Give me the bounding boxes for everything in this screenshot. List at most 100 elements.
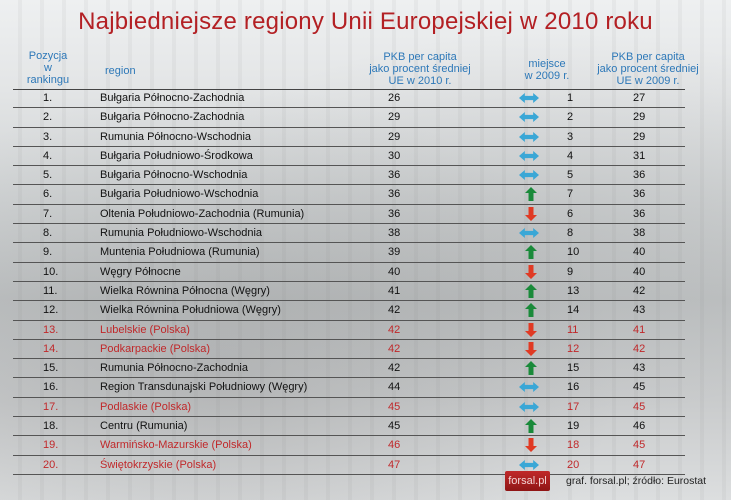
gdp-2010-cell: 41 (388, 284, 401, 297)
gdp-2009-cell: 42 (633, 342, 646, 355)
table-row: 16. Region Transdunajski Południowy (Węgr… (13, 378, 685, 398)
header-gdp-2010: PKB per capita jako procent średniej UE … (355, 51, 485, 87)
gdp-2010-cell: 46 (388, 439, 401, 452)
header-gdp-2010-line: jako procent średniej (369, 63, 471, 75)
gdp-2010-cell: 42 (388, 342, 401, 355)
arrow-down-icon (519, 438, 547, 453)
gdp-2009-cell: 27 (633, 92, 646, 104)
position-2009-cell: 4 (567, 149, 574, 162)
region-cell: Rumunia Północno-Zachodnia (100, 362, 248, 375)
gdp-2009-cell: 29 (633, 111, 646, 124)
gdp-2010-cell: 40 (388, 265, 401, 278)
arrow-left-right-icon (519, 226, 547, 240)
position-2009-cell: 5 (567, 169, 574, 182)
position-2009-cell: 8 (567, 227, 574, 240)
region-cell: Region Transdunajski Południowy (Węgry) (100, 381, 308, 394)
position-2009-cell: 17 (567, 400, 580, 413)
arrow-left-right-icon (519, 380, 547, 394)
region-cell: Węgry Północne (100, 265, 181, 278)
table-row: 3. Rumunia Północno-Wschodnia 29 3 29 (13, 128, 685, 147)
region-cell: Bułgaria Północno-Zachodnia (100, 111, 245, 124)
arrow-up-icon (519, 419, 547, 434)
gdp-2009-cell: 29 (633, 130, 646, 143)
gdp-2009-cell: 43 (633, 362, 646, 375)
gdp-2009-cell: 40 (633, 246, 646, 259)
gdp-2009-cell: 45 (633, 439, 646, 452)
arrow-down-icon (519, 206, 547, 221)
rank-cell: 13. (43, 323, 59, 336)
header-region: region (105, 65, 136, 77)
header-gdp-2010-line: UE w 2010 r. (388, 75, 452, 87)
gdp-2010-cell: 39 (388, 246, 401, 259)
region-cell: Wielka Równina Północna (Węgry) (100, 284, 270, 297)
gdp-2009-cell: 45 (633, 400, 646, 413)
gdp-2010-cell: 38 (388, 227, 401, 240)
table-row: 20. Świętokrzyskie (Polska) 47 20 47 (13, 456, 685, 475)
region-cell: Rumunia Południowo-Wschodnia (100, 227, 263, 240)
table-row: 14. Podkarpackie (Polska) 42 12 42 (13, 340, 685, 360)
arrow-left-right-icon (519, 91, 547, 105)
region-cell: Wielka Równina Południowa (Węgry) (100, 304, 281, 317)
position-2009-cell: 2 (567, 111, 574, 124)
region-cell: Centru (Rumunia) (100, 420, 188, 433)
header-rank-line: w (44, 62, 52, 74)
ranking-table: 1. Bułgaria Północno-Zachodnia 26 1 27 2. Bułg… (13, 89, 685, 475)
arrow-up-icon (519, 245, 547, 260)
position-2009-cell: 13 (567, 284, 580, 297)
region-cell: Podlaskie (Polska) (100, 400, 192, 413)
arrow-up-icon (519, 187, 547, 202)
gdp-2010-cell: 47 (388, 458, 401, 471)
gdp-2009-cell: 43 (633, 304, 646, 317)
gdp-2010-cell: 42 (388, 362, 401, 375)
header-rank-line: rankingu (26, 74, 70, 86)
rank-cell: 5. (43, 169, 53, 182)
table-row: 19. Warmińsko-Mazurskie (Polska) 46 18 45 (13, 436, 685, 456)
position-2009-cell: 19 (567, 420, 580, 433)
rank-cell: 2. (43, 111, 53, 124)
header-gdp-2009: PKB per capita jako procent średniej UE … (583, 51, 713, 87)
header-gdp-2009-line: jako procent średniej (597, 63, 699, 75)
position-2009-cell: 10 (567, 246, 580, 259)
region-cell: Bułgaria Północno-Wschodnia (100, 169, 248, 182)
forsal-logo: forsal.pl (505, 471, 550, 491)
gdp-2010-cell: 42 (388, 323, 401, 336)
gdp-2010-cell: 45 (388, 420, 401, 433)
region-cell: Bułgaria Północno-Zachodnia (100, 92, 245, 104)
arrow-left-right-icon (519, 130, 547, 144)
gdp-2010-cell: 44 (388, 381, 401, 394)
rank-cell: 9. (43, 246, 53, 259)
region-cell: Muntenia Południowa (Rumunia) (100, 246, 260, 259)
rank-cell: 18. (43, 420, 59, 433)
position-2009-cell: 11 (567, 323, 579, 336)
rank-cell: 15. (43, 362, 59, 375)
region-cell: Bułgaria Południowo-Wschodnia (100, 188, 259, 201)
rank-cell: 17. (43, 400, 59, 413)
table-row: 10. Węgry Północne 40 9 40 (13, 263, 685, 282)
position-2009-cell: 12 (567, 342, 580, 355)
region-cell: Podkarpackie (Polska) (100, 342, 211, 355)
gdp-2010-cell: 36 (388, 207, 401, 220)
table-row: 13. Lubelskie (Polska) 42 11 41 (13, 321, 685, 340)
region-cell: Świętokrzyskie (Polska) (100, 458, 217, 471)
rank-cell: 10. (43, 265, 59, 278)
position-2009-cell: 18 (567, 439, 580, 452)
header-rank: Pozycja w rankingu (18, 50, 78, 86)
gdp-2009-cell: 41 (633, 323, 646, 336)
arrow-down-icon (519, 341, 547, 356)
arrow-up-icon (519, 303, 547, 318)
arrow-down-icon (519, 322, 547, 337)
region-cell: Bułgaria Południowo-Środkowa (100, 149, 253, 162)
table-row: 6. Bułgaria Południowo-Wschodnia 36 7 36 (13, 185, 685, 205)
arrow-up-icon (519, 361, 547, 376)
header-gdp-2009-line: UE w 2009 r. (616, 75, 680, 87)
source-note: graf. forsal.pl; źródło: Eurostat (566, 475, 707, 487)
position-2009-cell: 15 (567, 362, 580, 375)
position-2009-cell: 9 (567, 265, 574, 278)
gdp-2009-cell: 31 (633, 149, 646, 162)
rank-cell: 11. (43, 284, 58, 297)
arrow-up-icon (519, 283, 547, 298)
rank-cell: 12. (43, 304, 59, 317)
arrow-left-right-icon (519, 149, 547, 163)
table-row: 2. Bułgaria Północno-Zachodnia 29 2 29 (13, 108, 685, 128)
arrow-left-right-icon (519, 458, 547, 472)
